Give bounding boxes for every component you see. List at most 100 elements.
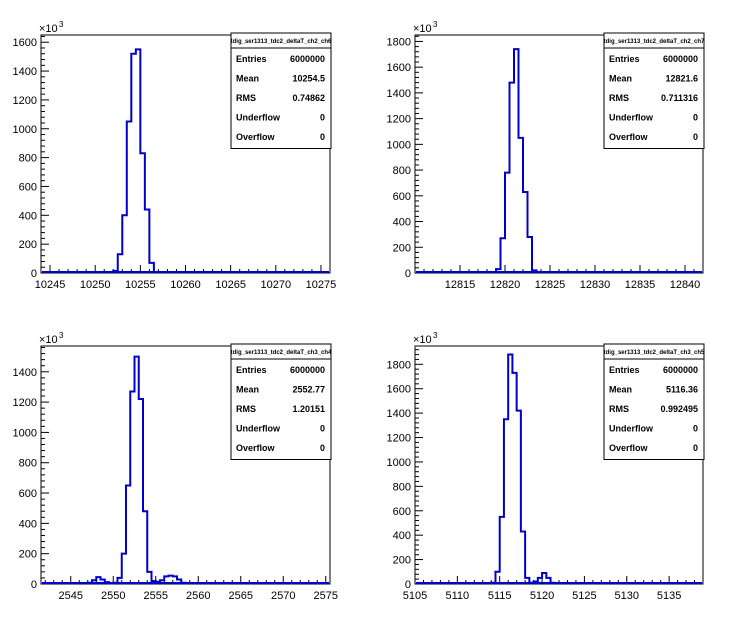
y-tick-label: 1400 xyxy=(387,408,411,420)
x-tick-label: 2550 xyxy=(101,590,125,602)
stats-value-overflow: 0 xyxy=(320,443,325,453)
x-tick-label: 12825 xyxy=(535,279,566,291)
y-tick-label: 400 xyxy=(393,530,411,542)
y-multiplier-label: ×10 xyxy=(39,334,58,346)
y-tick-label: 200 xyxy=(393,242,411,254)
y-tick-label: 1000 xyxy=(13,427,37,439)
x-tick-label: 12840 xyxy=(670,279,701,291)
y-tick-label: 1000 xyxy=(387,139,411,151)
stats-box xyxy=(603,32,705,149)
stats-value-underflow: 0 xyxy=(320,112,325,122)
y-tick-label: 600 xyxy=(393,191,411,203)
stats-value-entries: 6000000 xyxy=(290,365,325,375)
x-tick-label: 12830 xyxy=(580,279,611,291)
histogram-bin xyxy=(96,577,100,584)
stats-title: tdig_ser1313_tdc2_deltaT_ch3_ch5 xyxy=(604,350,705,356)
y-tick-label: 1000 xyxy=(13,124,37,136)
y-multiplier-exponent: 3 xyxy=(59,331,64,340)
stats-value-overflow: 0 xyxy=(693,443,698,453)
histogram-bin xyxy=(495,572,499,584)
histogram-bin xyxy=(501,238,506,273)
stats-title: tdig_ser1313_tdc2_deltaT_ch2_ch6 xyxy=(231,39,332,45)
y-tick-label: 400 xyxy=(19,518,37,530)
stats-value-mean: 12821.6 xyxy=(665,73,698,83)
stats-label-overflow: Overflow xyxy=(236,443,276,453)
y-tick-label: 1400 xyxy=(13,367,37,379)
stats-label-underflow: Underflow xyxy=(236,423,281,433)
y-tick-label: 800 xyxy=(19,458,37,470)
stats-value-entries: 6000000 xyxy=(663,365,698,375)
histogram-series xyxy=(112,48,155,273)
histogram-bin xyxy=(136,49,141,273)
histogram-bin xyxy=(118,578,122,584)
y-tick-label: 1800 xyxy=(387,36,411,48)
y-tick-label: 1600 xyxy=(387,62,411,74)
x-tick-label: 10250 xyxy=(80,279,111,291)
stats-label-rms: RMS xyxy=(236,404,256,414)
y-tick-label: 1400 xyxy=(387,88,411,100)
y-tick-label: 0 xyxy=(31,268,37,280)
stats-value-underflow: 0 xyxy=(693,112,698,122)
histogram-series xyxy=(490,353,556,584)
stats-value-entries: 6000000 xyxy=(290,54,325,64)
x-tick-label: 10270 xyxy=(261,279,292,291)
x-tick-label: 2560 xyxy=(186,590,210,602)
stats-value-mean: 10254.5 xyxy=(292,73,325,83)
histogram-bin xyxy=(528,237,533,273)
histogram-bin xyxy=(149,263,154,273)
x-tick-label: 10260 xyxy=(170,279,201,291)
histogram-bin xyxy=(491,583,495,584)
stats-value-mean: 5116.36 xyxy=(666,384,698,394)
y-tick-label: 800 xyxy=(393,165,411,177)
histogram-bin xyxy=(160,580,164,584)
histogram-series xyxy=(495,48,538,273)
stats-title: tdig_ser1313_tdc2_deltaT_ch2_ch7 xyxy=(604,39,705,45)
stats-box xyxy=(230,343,332,460)
y-tick-label: 0 xyxy=(405,268,411,280)
x-tick-label: 5135 xyxy=(657,590,681,602)
histogram-bin xyxy=(534,582,538,584)
x-tick-label: 5115 xyxy=(488,590,512,602)
y-tick-label: 600 xyxy=(19,181,37,193)
stats-value-entries: 6000000 xyxy=(663,54,698,64)
stats-value-overflow: 0 xyxy=(693,132,698,142)
histogram-bin xyxy=(145,210,150,273)
x-tick-label: 10275 xyxy=(306,279,337,291)
y-tick-label: 1200 xyxy=(13,397,37,409)
stats-label-entries: Entries xyxy=(236,365,267,375)
x-tick-label: 5105 xyxy=(403,590,427,602)
histogram-bin xyxy=(181,583,185,584)
y-multiplier-label: ×10 xyxy=(413,334,432,346)
y-tick-label: 1400 xyxy=(13,66,37,78)
histogram-panel-3: 2545 2550 2555 2560 2565 2570 2575 0 200 400 600 80… xyxy=(13,331,338,602)
histogram-bin xyxy=(113,583,117,584)
histogram-bin xyxy=(177,579,181,584)
histogram-series xyxy=(86,355,187,585)
histogram-bin xyxy=(542,573,546,584)
stats-label-rms: RMS xyxy=(609,404,629,414)
y-tick-label: 600 xyxy=(393,506,411,518)
histogram-bin xyxy=(122,215,127,273)
histogram-bin xyxy=(519,138,524,273)
y-multiplier-exponent: 3 xyxy=(433,20,438,29)
stats-value-rms: 0.74862 xyxy=(292,93,325,103)
histogram-bin xyxy=(500,517,504,584)
histogram-bin xyxy=(512,373,516,584)
stats-value-rms: 1.20151 xyxy=(292,404,325,414)
histogram-bin xyxy=(164,576,168,584)
histogram-bin xyxy=(131,54,136,273)
stats-label-entries: Entries xyxy=(609,54,640,64)
histogram-bin xyxy=(523,192,528,273)
histogram-bin xyxy=(101,579,105,584)
histogram-bin xyxy=(508,355,512,584)
x-tick-label: 5120 xyxy=(530,590,554,602)
y-tick-label: 400 xyxy=(393,217,411,229)
histogram-bin xyxy=(169,576,173,584)
y-tick-label: 0 xyxy=(405,579,411,591)
y-tick-label: 1200 xyxy=(13,95,37,107)
x-tick-label: 12835 xyxy=(625,279,656,291)
histogram-bin xyxy=(546,578,550,584)
histogram-bin xyxy=(551,583,555,584)
stats-label-overflow: Overflow xyxy=(236,132,276,142)
